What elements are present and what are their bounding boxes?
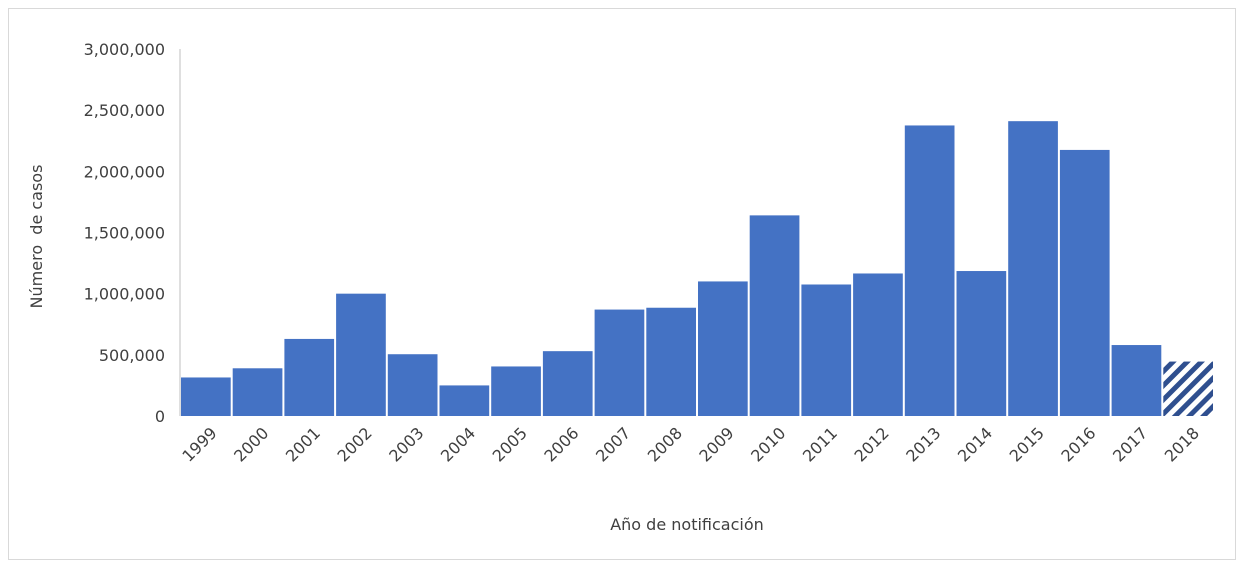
bar-2016 [1059,149,1110,417]
x-tick-label: 2015 [1006,423,1048,465]
bar-2012 [853,273,903,416]
x-tick-label: 2000 [230,423,272,465]
bar-2015 [1008,121,1058,416]
bar-2003 [387,354,438,416]
bar-chart: 0 500,000 1,000,000 1,500,000 2,000,000 2,500… [27,40,1213,534]
x-tick-label: 2012 [851,423,893,465]
bars [181,121,1213,417]
y-tick-label: 500,000 [99,346,165,365]
bar-2009 [698,281,748,416]
y-tick-label: 3,000,000 [84,40,165,59]
bar-2006 [542,351,593,416]
bar-2010 [749,215,800,416]
bar-2001 [284,338,335,416]
bar-2018 [1163,361,1213,416]
y-tick-label: 1,000,000 [84,285,165,304]
x-tick-label: 2006 [540,423,582,465]
x-tick-label: 2017 [1109,423,1151,465]
bar-2014 [956,271,1007,416]
x-tick-label: 2002 [334,423,376,465]
x-tick-label: 2003 [385,423,427,465]
x-tick-label: 2004 [437,423,479,465]
x-tick-label: 2007 [592,423,634,465]
bar-2005 [491,366,541,416]
y-axis-ticks: 0 500,000 1,000,000 1,500,000 2,000,000 2,500… [84,40,165,426]
bar-2002 [336,293,386,416]
bar-2004 [439,385,490,416]
bar-2013 [904,125,955,416]
y-tick-label: 1,500,000 [84,224,165,243]
x-tick-label: 2005 [489,423,531,465]
y-tick-label: 2,000,000 [84,162,165,181]
x-tick-label: 2010 [747,423,789,465]
x-tick-label: 2011 [799,423,841,465]
chart-frame: 0 500,000 1,000,000 1,500,000 2,000,000 2,500… [8,8,1236,560]
x-tick-label: 2016 [1057,423,1099,465]
x-tick-label: 2013 [902,423,944,465]
x-axis-title: Año de notificación [610,515,764,534]
x-tick-label: 1999 [178,423,220,465]
y-axis-title: Número de casos [27,165,46,309]
bar-2000 [232,368,283,416]
x-axis-ticks: 1999 2000 2001 2002 2003 2004 2005 2006 2007 2008… [178,423,1203,465]
bar-2011 [801,284,852,416]
x-tick-label: 2001 [282,423,324,465]
x-tick-label: 2009 [695,423,737,465]
x-tick-label: 2008 [644,423,686,465]
y-tick-label: 2,500,000 [84,101,165,120]
y-tick-label: 0 [155,407,165,426]
bar-2017 [1111,345,1162,416]
bar-1999 [181,377,231,416]
bar-2008 [646,307,696,416]
bar-2007 [594,309,645,416]
x-tick-label: 2018 [1161,423,1203,465]
x-tick-label: 2014 [954,423,996,465]
